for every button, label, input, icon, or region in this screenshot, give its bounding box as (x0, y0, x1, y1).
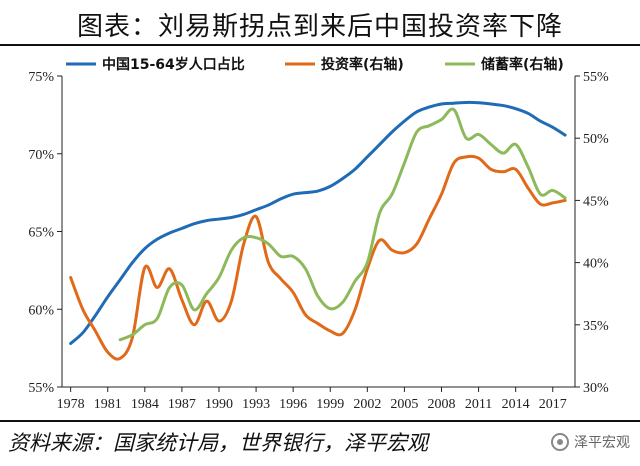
source-note: 资料来源：国家统计局，世界银行，泽平宏观 (8, 431, 428, 455)
x-tick-label: 2005 (390, 397, 418, 412)
investment-rate-line (69, 154, 567, 361)
left-tick-label: 70% (28, 148, 54, 163)
left-tick-label: 55% (28, 381, 54, 396)
right-tick-label: 45% (583, 194, 609, 209)
chart-title: 图表：刘易斯拐点到来后中国投资率下降 (76, 12, 563, 42)
savings-rate-line (118, 107, 567, 342)
left-tick-label: 65% (28, 226, 54, 241)
right-tick-label: 40% (583, 257, 609, 272)
watermark: 泽平宏观 (551, 432, 630, 452)
legend-savings-rate-label: 储蓄率(右轴) (480, 56, 564, 73)
x-tick-label: 2008 (427, 397, 455, 412)
x-tick-label: 1990 (205, 397, 233, 412)
x-tick-label: 1993 (242, 397, 270, 412)
wechat-logo-icon (551, 433, 569, 451)
right-tick-label: 30% (583, 381, 609, 396)
x-tick-label: 2011 (465, 397, 492, 412)
x-tick-label: 1984 (131, 397, 159, 412)
x-tick-label: 2017 (539, 397, 567, 412)
left-tick-label: 75% (28, 70, 54, 85)
working-age-share-line (69, 100, 567, 345)
legend-investment-rate-label: 投资率(右轴) (321, 56, 404, 73)
x-tick-label: 1981 (94, 397, 122, 412)
left-tick-label: 60% (28, 303, 54, 318)
title-rule (0, 44, 640, 46)
x-tick-label: 2014 (502, 397, 530, 412)
legend-working-age-share-label: 中国15-64岁人口占比 (102, 56, 245, 73)
x-tick-label: 2002 (353, 397, 381, 412)
x-tick-label: 1996 (279, 397, 307, 412)
right-tick-label: 55% (583, 70, 609, 85)
right-tick-label: 35% (583, 319, 609, 334)
watermark-text: 泽平宏观 (574, 435, 630, 451)
chart-canvas: 55%60%65%70%75%30%35%40%45%50%55%1978 198… (28, 56, 609, 412)
source-rule (0, 420, 640, 422)
right-tick-label: 50% (583, 132, 609, 147)
x-tick-label: 1978 (57, 397, 85, 412)
x-tick-label: 1987 (168, 397, 196, 412)
x-tick-label: 1999 (316, 397, 344, 412)
